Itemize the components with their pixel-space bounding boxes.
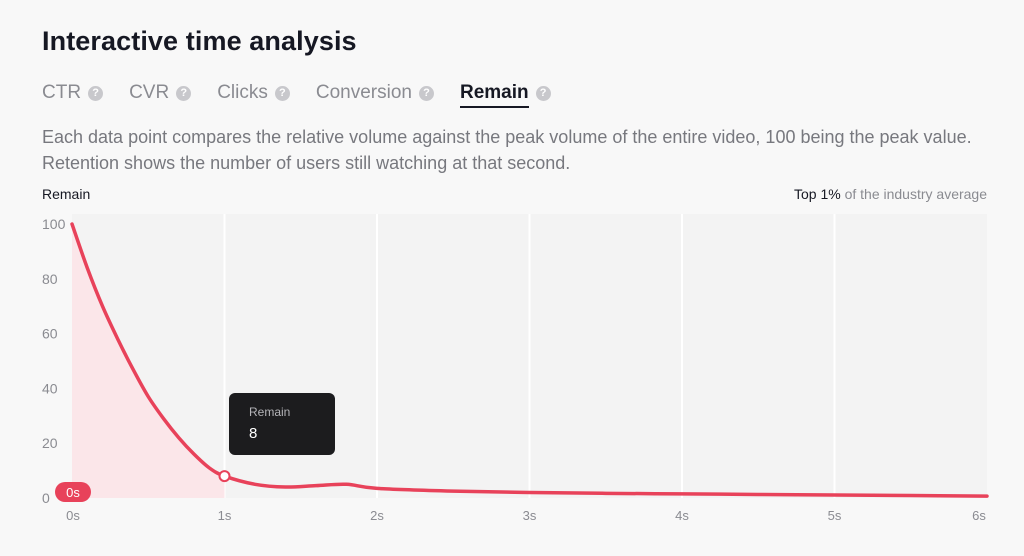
metric-tabs: CTR ? CVR ? Clicks ? Conversion ? Remain… — [42, 78, 577, 108]
y-tick-label: 0 — [42, 490, 50, 506]
x-tick-label: 3s — [523, 508, 537, 523]
industry-comparison: Top 1% of the industry average — [794, 186, 987, 202]
x-tick-label: 4s — [675, 508, 689, 523]
tab-ctr[interactable]: CTR ? — [42, 78, 104, 108]
y-tick-label: 60 — [42, 326, 58, 342]
playhead-marker[interactable]: 0s — [55, 482, 91, 502]
help-icon[interactable]: ? — [176, 85, 192, 101]
x-tick-label: 2s — [370, 508, 384, 523]
tab-cvr[interactable]: CVR ? — [129, 78, 192, 108]
tab-remain[interactable]: Remain ? — [459, 78, 551, 108]
y-tick-label: 20 — [42, 435, 58, 451]
help-icon[interactable]: ? — [274, 85, 290, 101]
y-tick-label: 100 — [42, 216, 66, 232]
highlight-point — [218, 470, 231, 483]
y-tick-label: 40 — [42, 380, 58, 396]
help-icon[interactable]: ? — [535, 85, 551, 101]
tab-label: Clicks — [217, 82, 268, 103]
tooltip-value: 8 — [249, 425, 258, 442]
area-fill — [72, 224, 225, 498]
y-tick-label: 80 — [42, 271, 58, 287]
tab-clicks[interactable]: Clicks ? — [217, 78, 290, 108]
x-tick-label: 0s — [66, 508, 80, 523]
industry-rank-suffix: of the industry average — [840, 186, 987, 202]
tab-label: CVR — [129, 82, 170, 103]
tab-label: CTR — [42, 82, 82, 103]
help-icon[interactable]: ? — [88, 85, 104, 101]
chart-description: Each data point compares the relative vo… — [42, 127, 972, 173]
chart-tooltip: Remain 8 — [229, 393, 335, 455]
tab-label: Conversion — [315, 82, 412, 103]
remain-series-line — [70, 222, 989, 498]
industry-rank: Top 1% — [793, 186, 841, 202]
x-tick-label: 6s — [972, 508, 986, 523]
help-icon[interactable]: ? — [418, 85, 434, 101]
x-tick-label: 1s — [218, 508, 232, 523]
tab-label: Remain — [459, 82, 529, 108]
page-title: Interactive time analysis — [42, 26, 357, 56]
tab-conversion[interactable]: Conversion ? — [316, 78, 434, 108]
x-tick-label: 5s — [828, 508, 842, 523]
chart-series-label: Remain — [42, 186, 91, 202]
tooltip-label: Remain — [249, 405, 291, 419]
